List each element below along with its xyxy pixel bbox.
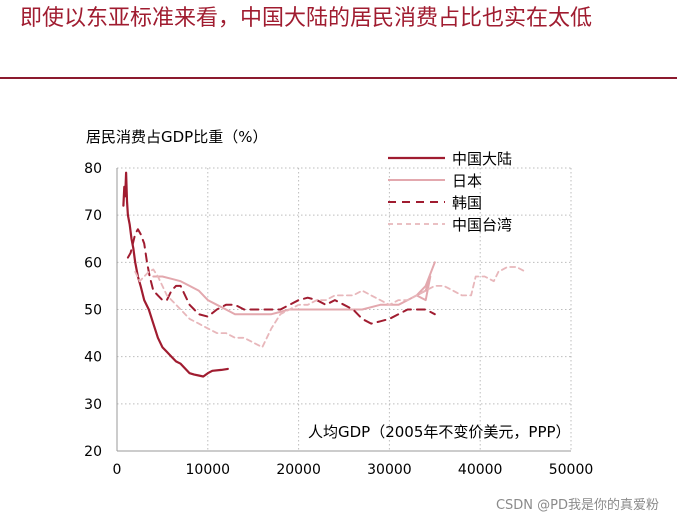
legend-label: 日本 (452, 172, 482, 190)
series-line-日本 (152, 261, 436, 316)
axis-titles: 居民消费占GDP比重（%） 人均GDP（2005年不变价美元，PPP） (86, 128, 571, 441)
series-line-中国大陆 (122, 171, 229, 378)
y-tick-label: 40 (84, 350, 102, 366)
x-tick-label: 0 (113, 462, 122, 478)
x-tick-label: 20000 (276, 462, 321, 478)
series-layer (122, 171, 527, 378)
y-tick-label: 30 (84, 397, 102, 413)
legend-label: 中国大陆 (452, 150, 512, 168)
slide-title: 即使以东亚标准来看，中国大陆的居民消费占比也实在太低 (20, 6, 593, 31)
y-tick-label: 50 (84, 303, 102, 319)
y-axis-title: 居民消费占GDP比重（%） (86, 128, 267, 146)
watermark: CSDN @PD我是你的真爱粉 (495, 498, 659, 513)
series-line-中国台湾 (134, 266, 527, 349)
series-line-韩国 (126, 228, 436, 325)
x-tick-label: 40000 (458, 462, 503, 478)
x-tick-label: 10000 (186, 462, 231, 478)
y-tick-label: 20 (84, 444, 102, 460)
x-tick-label: 50000 (549, 462, 594, 478)
y-tick-label: 70 (84, 208, 102, 224)
y-tick-label: 60 (84, 255, 102, 271)
y-tick-label: 80 (84, 161, 102, 177)
x-tick-label: 30000 (367, 462, 412, 478)
x-axis-title: 人均GDP（2005年不变价美元，PPP） (308, 423, 571, 441)
axis-layer: 20 30 40 50 60 70 80 0 10000 20000 30000 40000 50000 (84, 161, 593, 478)
title-divider (0, 77, 677, 79)
legend-label: 韩国 (452, 194, 482, 212)
legend-label: 中国台湾 (452, 216, 512, 234)
